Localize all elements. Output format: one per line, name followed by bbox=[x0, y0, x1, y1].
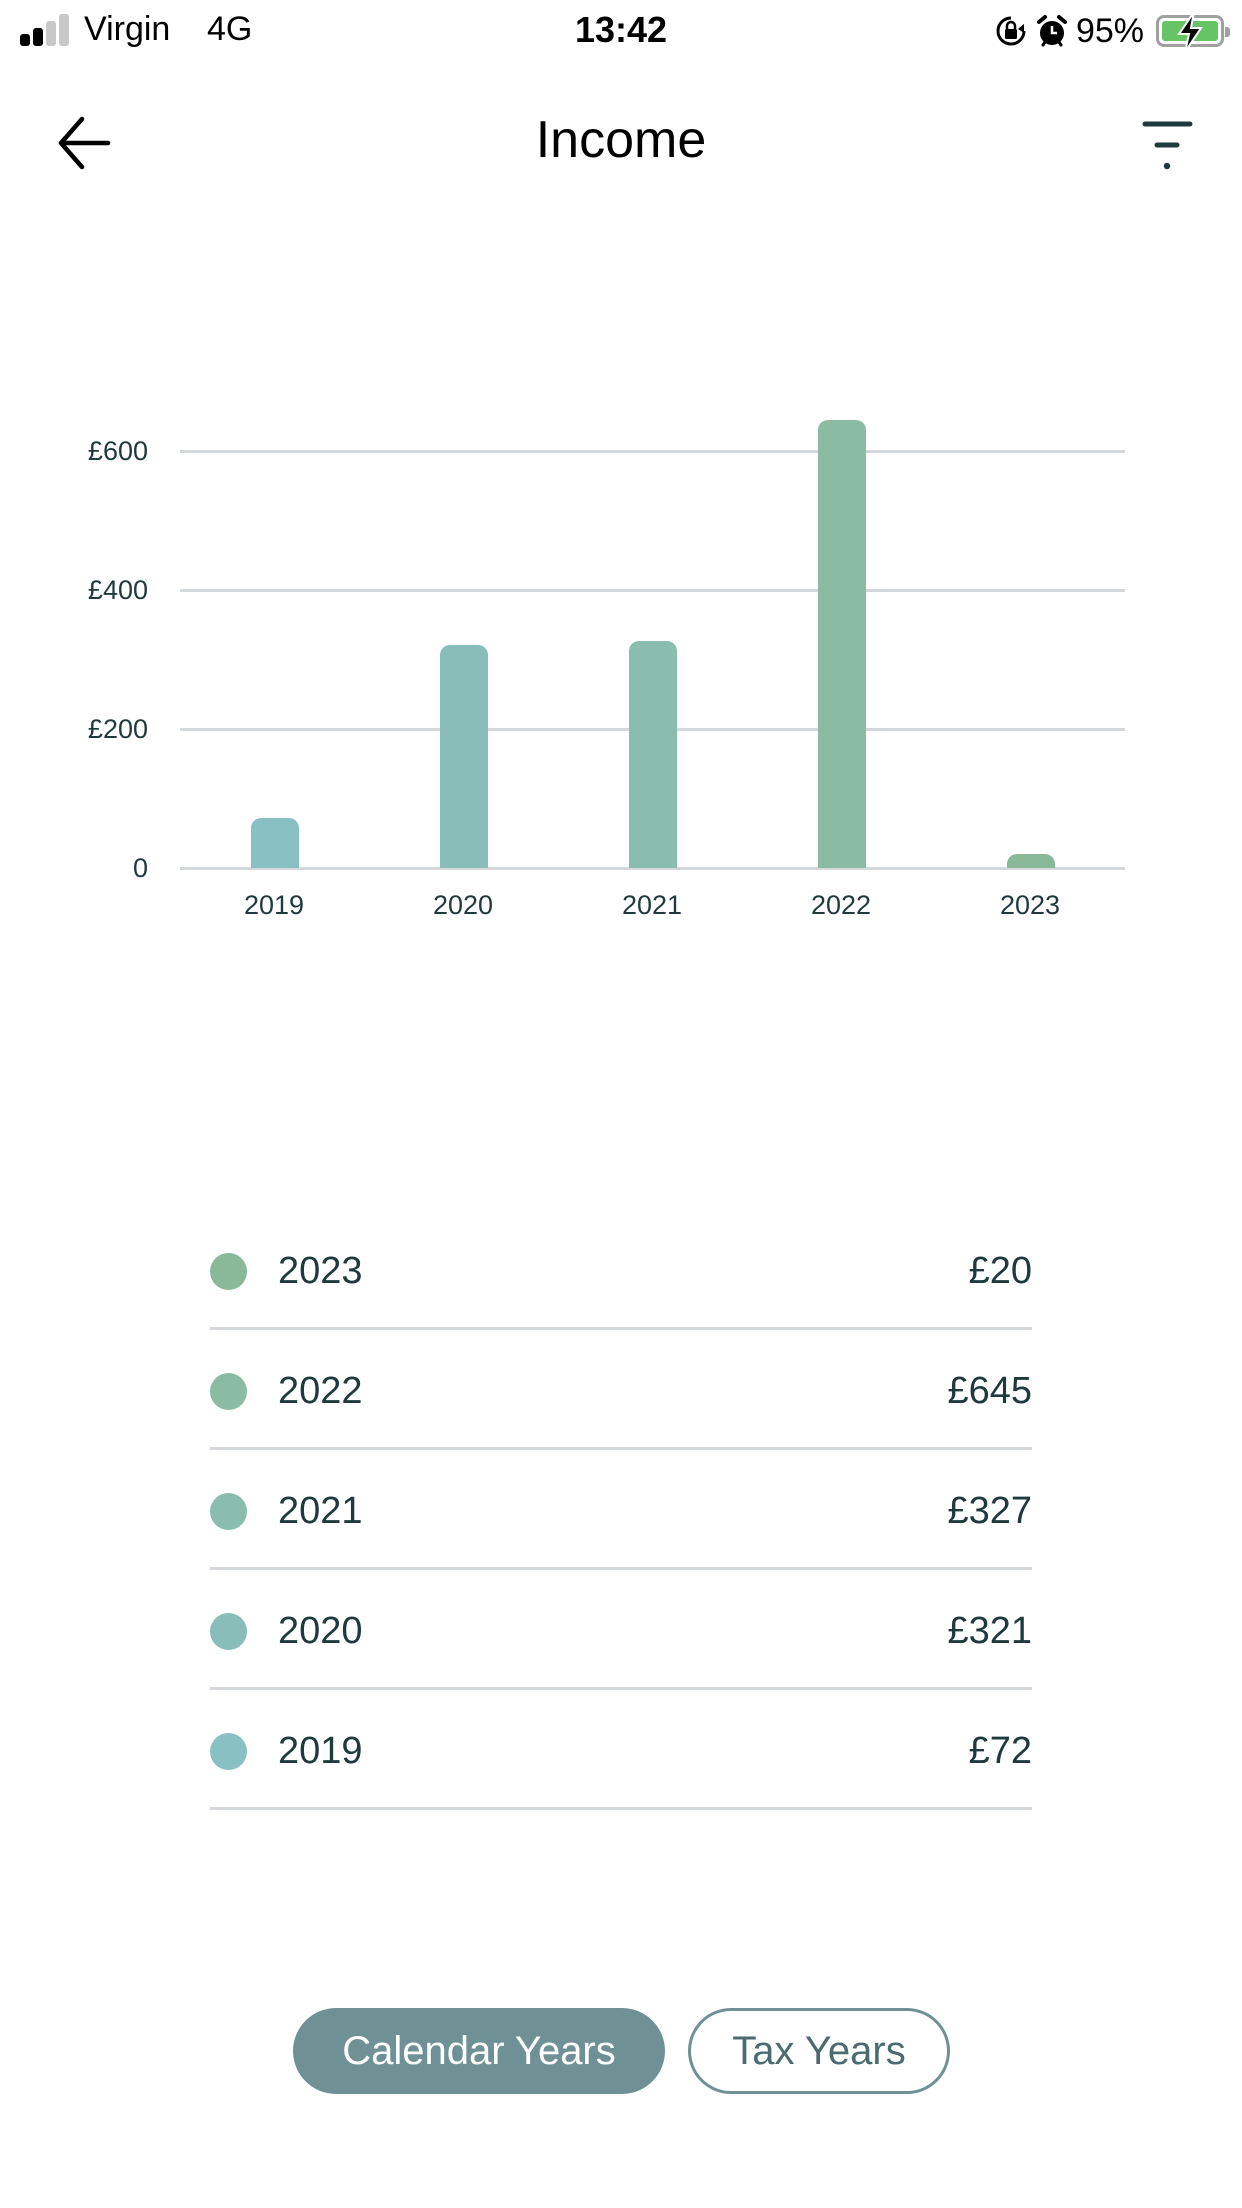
bar-2022[interactable] bbox=[818, 419, 866, 868]
list-item[interactable]: 2022 £645 bbox=[210, 1330, 1032, 1450]
list-item-year: 2023 bbox=[278, 1250, 363, 1292]
y-tick-0: 0 bbox=[132, 853, 148, 883]
signal-strength-icon bbox=[20, 14, 72, 46]
arrow-left-icon bbox=[58, 116, 111, 170]
y-tick-600: £600 bbox=[87, 436, 148, 466]
color-dot-icon bbox=[210, 1733, 247, 1770]
bar-2023[interactable] bbox=[1007, 854, 1055, 868]
income-year-list: 2023 £20 2022 £645 2021 £327 2020 £321 2… bbox=[210, 1210, 1032, 1810]
list-item-value: £327 bbox=[947, 1490, 1032, 1532]
list-item[interactable]: 2020 £321 bbox=[210, 1570, 1032, 1690]
alarm-icon bbox=[1036, 15, 1067, 47]
list-item-year: 2020 bbox=[278, 1610, 363, 1652]
color-dot-icon bbox=[210, 1373, 247, 1410]
tax-years-button[interactable]: Tax Years bbox=[688, 2008, 950, 2094]
bar-2021[interactable] bbox=[629, 640, 677, 868]
gridline-400 bbox=[180, 589, 1125, 592]
list-item[interactable]: 2021 £327 bbox=[210, 1450, 1032, 1570]
list-item-value: £20 bbox=[968, 1250, 1032, 1292]
y-tick-200: £200 bbox=[87, 714, 148, 744]
color-dot-icon bbox=[210, 1253, 247, 1290]
baseline bbox=[180, 867, 1125, 870]
status-time: 13:42 bbox=[574, 9, 668, 50]
filter-icon bbox=[1142, 121, 1193, 170]
list-item-value: £321 bbox=[947, 1610, 1032, 1652]
list-item-year: 2021 bbox=[278, 1490, 363, 1532]
network-type: 4G bbox=[207, 10, 253, 48]
filter-button[interactable] bbox=[1130, 110, 1200, 180]
list-item-value: £72 bbox=[968, 1730, 1032, 1772]
orientation-lock-icon bbox=[996, 16, 1026, 46]
color-dot-icon bbox=[210, 1613, 247, 1650]
battery-charging-icon bbox=[1156, 12, 1230, 52]
battery-percent: 95% bbox=[1075, 11, 1144, 50]
page-title: Income bbox=[535, 111, 707, 169]
x-tick-2020: 2020 bbox=[432, 890, 494, 920]
income-bar-chart: £600 £400 £200 0 2019 2020 2021 2022 202… bbox=[0, 400, 1242, 960]
calendar-years-button[interactable]: Calendar Years bbox=[293, 2008, 665, 2094]
list-item-year: 2019 bbox=[278, 1730, 363, 1772]
status-indicators: 95% bbox=[994, 10, 1230, 52]
x-tick-2023: 2023 bbox=[999, 890, 1061, 920]
x-tick-2022: 2022 bbox=[810, 890, 872, 920]
list-item[interactable]: 2019 £72 bbox=[210, 1690, 1032, 1810]
list-item[interactable]: 2023 £20 bbox=[210, 1210, 1032, 1330]
status-bar: Virgin 4G 13:42 95% bbox=[0, 0, 1242, 62]
list-item-value: £645 bbox=[947, 1370, 1032, 1412]
bar-2019[interactable] bbox=[251, 817, 299, 868]
x-tick-2021: 2021 bbox=[621, 890, 683, 920]
back-button[interactable] bbox=[50, 110, 120, 180]
y-tick-400: £400 bbox=[87, 575, 148, 605]
bar-2020[interactable] bbox=[440, 644, 488, 868]
color-dot-icon bbox=[210, 1493, 247, 1530]
gridline-600 bbox=[180, 450, 1125, 453]
carrier-name: Virgin bbox=[84, 10, 171, 48]
x-tick-2019: 2019 bbox=[243, 890, 305, 920]
list-item-year: 2022 bbox=[278, 1370, 363, 1412]
